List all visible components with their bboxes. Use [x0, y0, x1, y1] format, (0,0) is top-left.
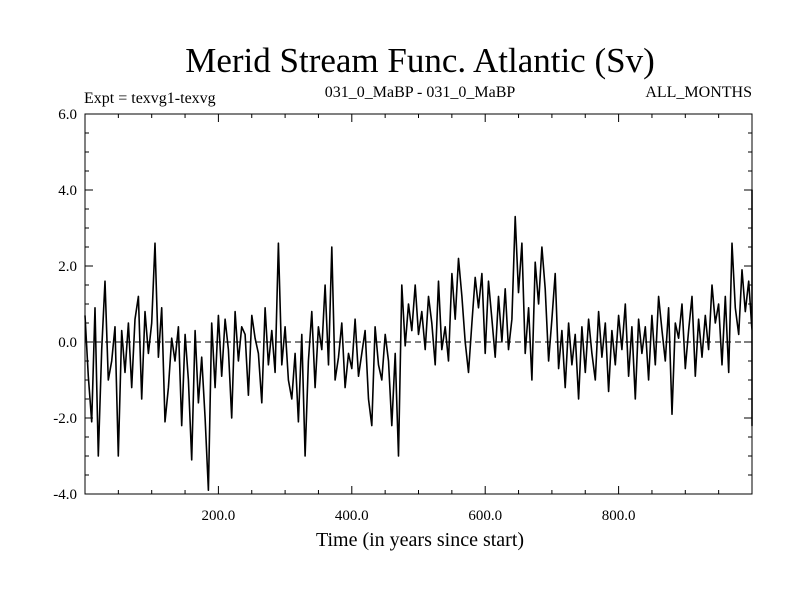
y-tick-label: -2.0	[53, 411, 77, 427]
plot-frame	[84, 113, 753, 495]
chart-title: Merid Stream Func. Atlantic (Sv)	[185, 41, 655, 80]
y-tick-label: 4.0	[58, 183, 77, 199]
x-tick-label: 600.0	[468, 508, 502, 524]
x-tick-label: 200.0	[202, 508, 236, 524]
x-tick-label: 800.0	[602, 508, 636, 524]
y-tick-label: 0.0	[58, 335, 77, 351]
x-tick-label: 400.0	[335, 508, 369, 524]
y-axis-ticks: -4.0 -2.0 0.0 2.0 4.0 6.0	[53, 107, 752, 503]
data-line	[84, 189, 753, 492]
experiment-label: Expt = texvg1-texvg	[84, 90, 216, 107]
y-tick-label: 6.0	[58, 107, 77, 123]
period-label: 031_0_MaBP - 031_0_MaBP	[325, 84, 516, 101]
x-axis-label: Time (in years since start)	[316, 529, 524, 551]
y-tick-label: -4.0	[53, 487, 77, 503]
x-axis-ticks: 200.0 400.0 600.0 800.0	[117, 114, 720, 524]
months-label: ALL_MONTHS	[645, 84, 752, 101]
y-tick-label: 2.0	[58, 259, 77, 275]
